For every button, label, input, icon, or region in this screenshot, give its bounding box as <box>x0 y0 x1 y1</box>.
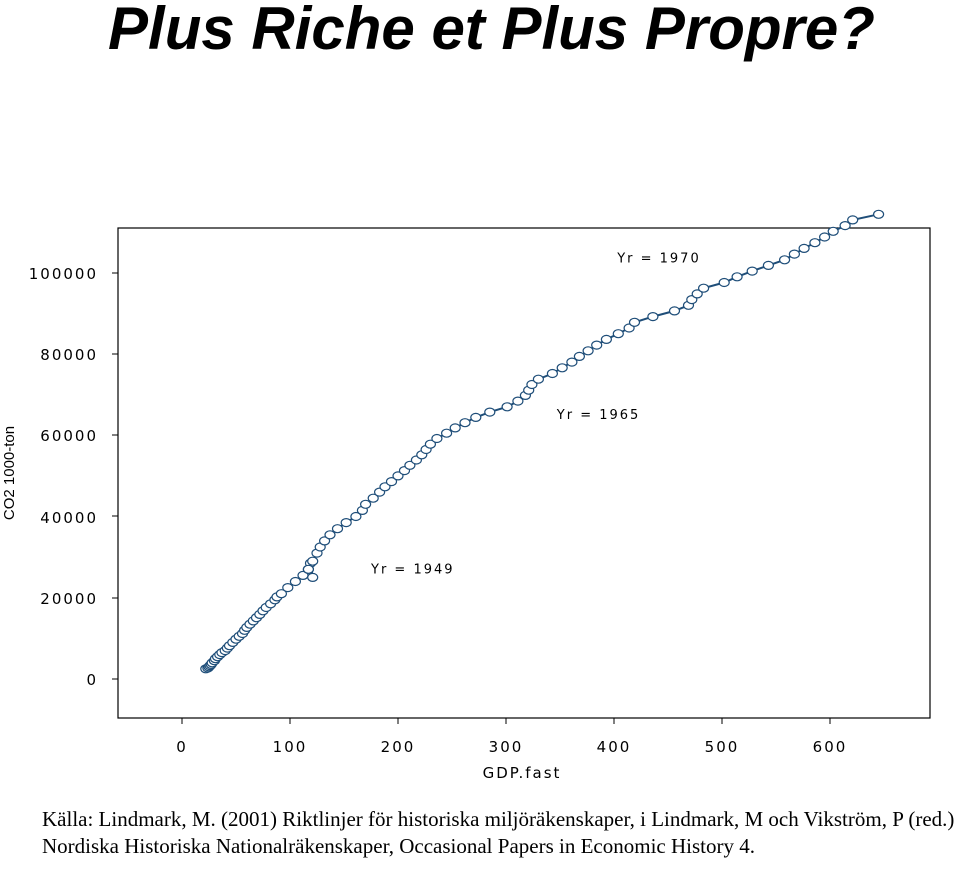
annotation-label: Yr = 1970 <box>616 252 701 267</box>
data-point <box>367 493 379 503</box>
x-tick-label: 500 <box>705 738 740 756</box>
x-axis: 0 100 200 300 400 500 600 GDP.fast <box>176 718 848 782</box>
data-point <box>546 368 559 379</box>
annotation-label: Yr = 1949 <box>370 562 455 577</box>
data-point <box>600 334 613 344</box>
y-tick-label: 40000 <box>40 509 98 527</box>
page-title: Plus Riche et Plus Propre? <box>108 0 875 62</box>
data-point <box>731 272 743 282</box>
data-point <box>839 221 851 231</box>
data-point <box>404 460 416 470</box>
data-point <box>778 255 791 265</box>
data-point <box>872 209 885 219</box>
data-point <box>449 423 461 433</box>
x-tick-label: 0 <box>176 738 188 756</box>
data-point <box>385 477 398 487</box>
annotation-label: Yr = 1965 <box>556 408 641 423</box>
x-tick-label: 300 <box>489 738 524 756</box>
x-tick-label: 200 <box>381 738 416 756</box>
data-point <box>697 283 710 293</box>
data-point <box>459 418 471 428</box>
data-point <box>441 428 453 438</box>
y-tick-label: 100000 <box>29 265 98 283</box>
data-point <box>788 249 801 259</box>
y-tick-label: 80000 <box>40 346 98 364</box>
y-axis-label: CO2 1000-ton <box>1 426 18 520</box>
data-point <box>307 556 319 566</box>
data-point <box>818 232 831 242</box>
data-point <box>532 374 545 384</box>
data-point <box>392 471 404 481</box>
data-point <box>307 572 319 583</box>
data-point <box>431 433 443 444</box>
data-point <box>470 412 482 422</box>
data-point <box>691 289 703 299</box>
data-point <box>612 329 624 339</box>
data-point <box>484 407 496 417</box>
data-point <box>556 363 568 373</box>
data-point <box>275 589 287 599</box>
y-tick-label: 60000 <box>40 427 98 445</box>
data-point <box>360 499 372 509</box>
source-citation: Källa: Lindmark, M. (2001) Riktlinjer fö… <box>42 807 955 858</box>
data-series <box>200 209 885 674</box>
x-tick-label: 600 <box>813 738 848 756</box>
data-point <box>573 351 586 361</box>
y-tick-label: 20000 <box>40 590 98 608</box>
x-tick-label: 100 <box>273 738 308 756</box>
data-point <box>302 564 314 574</box>
data-point <box>424 439 436 449</box>
data-point <box>809 238 821 248</box>
data-point <box>628 317 641 327</box>
data-point <box>340 517 352 528</box>
data-point <box>282 582 294 593</box>
data-point <box>827 226 839 236</box>
plot-frame <box>117 227 931 719</box>
chart: 0 20000 40000 60000 80000 100000 CO2 100… <box>1 209 931 782</box>
data-point <box>762 260 775 270</box>
data-point <box>582 346 594 356</box>
data-point <box>526 379 538 390</box>
data-point <box>798 243 810 253</box>
data-point <box>566 357 578 367</box>
data-point <box>668 306 681 316</box>
data-point <box>847 215 859 225</box>
data-point <box>319 536 331 546</box>
data-point <box>591 340 603 350</box>
annotations: Yr = 1949 Yr = 1965 Yr = 1970 <box>370 252 701 578</box>
data-point <box>501 402 513 412</box>
series-line <box>205 213 879 670</box>
data-point <box>331 524 344 534</box>
data-point <box>746 266 758 276</box>
data-point <box>718 277 730 288</box>
data-point <box>512 396 524 406</box>
data-point <box>324 530 336 540</box>
y-tick-label: 0 <box>86 671 98 689</box>
data-point <box>647 312 659 322</box>
data-point <box>289 576 301 587</box>
y-axis: 0 20000 40000 60000 80000 100000 CO2 100… <box>1 265 118 689</box>
x-tick-label: 400 <box>597 738 632 756</box>
x-axis-label: GDP.fast <box>483 764 562 782</box>
data-point <box>350 511 362 522</box>
